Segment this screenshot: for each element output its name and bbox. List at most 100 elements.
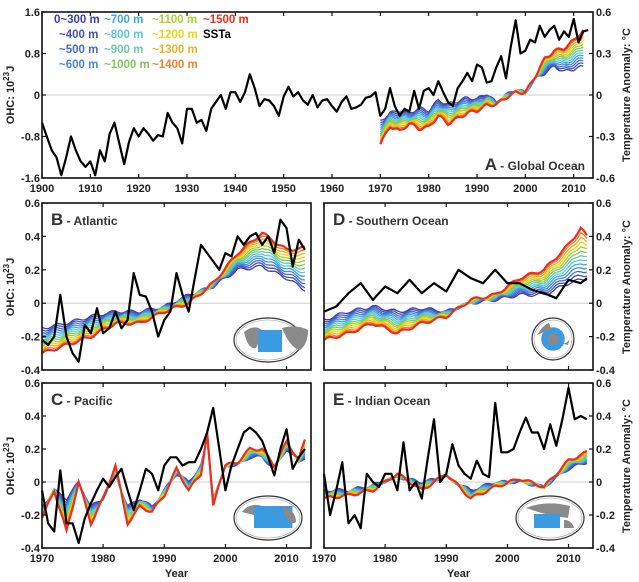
map-land-americas-C — [282, 506, 296, 524]
panel-D: -0.4 -0.2 0 0.2 0.4 0.6 D - Southern Ocean — [323, 198, 616, 377]
map-ocean-highlight-C — [254, 506, 293, 528]
x-tick-label-E: 2010 — [556, 553, 580, 565]
legend-item-1500m: ~1500 m — [203, 14, 249, 26]
ohc-label-unit: J — [5, 258, 17, 264]
ohc-series-400m-A — [380, 62, 584, 124]
ssta-series-C — [40, 406, 306, 545]
ohc-series-1500m-D — [323, 225, 588, 341]
legend-item-900m: ~900 m — [104, 44, 143, 56]
panel-name: - Atlantic — [63, 214, 118, 228]
x-tick-label-C: 2000 — [213, 553, 237, 565]
x-tick-label-E: 1990 — [434, 553, 458, 565]
plot-frame-D — [323, 202, 594, 371]
y2-tick-label-E: 0.6 — [596, 378, 611, 390]
ssta-series-E — [322, 386, 588, 530]
x-tick-label-C: 2010 — [274, 553, 298, 565]
y-tick-label-B: 0.6 — [25, 198, 40, 210]
panel-name: - Indian Ocean — [344, 394, 430, 408]
panel-A: 1900 1910 1920 1930 1940 1950 1960 1970 1980 1990… — [21, 7, 615, 195]
legend-item-1400m: ~1400 m — [152, 59, 198, 71]
ohc-series-1500m-C — [40, 432, 306, 535]
map-ocean-highlight-E — [534, 514, 560, 528]
legend-item-800m: ~800 m — [104, 29, 143, 41]
y2-tick-label-A: -0.3 — [596, 132, 615, 144]
x-tick-label-C: 1990 — [152, 553, 176, 565]
panel-name: - Global Ocean — [497, 159, 585, 173]
legend-item-600m: ~600 m — [59, 59, 98, 71]
y-tick-label-B: 0 — [34, 298, 40, 310]
panel-title-B: B - Atlantic — [51, 210, 118, 229]
y-tick-label-A: 0.8 — [25, 49, 40, 61]
panel-letter: E — [333, 390, 344, 409]
map-land2-D — [560, 337, 570, 345]
y2-tick-label-D: -0.2 — [596, 332, 615, 344]
panel-title-E: E - Indian Ocean — [333, 390, 430, 409]
panel-letter: C — [51, 390, 63, 409]
ohc-label-unit: J — [5, 437, 17, 443]
ohc-series-1400m-A — [379, 32, 584, 144]
x-tick-label-A: 1980 — [416, 183, 440, 195]
y-tick-label-A: 0 — [34, 90, 40, 102]
legend-item-700m: ~700 m — [104, 14, 143, 26]
y-tick-label-B: -0.4 — [21, 365, 41, 377]
ohc-axis-label-A: OHC: 1023J — [2, 66, 17, 124]
y-tick-label-B: 0.4 — [25, 231, 41, 243]
legend-item-1100m: ~1100 m — [152, 14, 197, 26]
panel-E: 1970 1980 1990 2000 2010 -0.4 -0.2 0 0.2 0.4 0.6 E … — [312, 378, 616, 580]
y-tick-label-A: 1.6 — [25, 7, 40, 19]
map-inset-D — [531, 317, 575, 361]
x-tick-label-A: 1920 — [126, 183, 150, 195]
legend-item-1200m: ~1200 m — [152, 29, 198, 41]
temp-axis-label-D: Temperature Anomaly: °C — [621, 220, 633, 354]
legend-item-500m: ~500 m — [59, 44, 98, 56]
x-tick-label-A: 1990 — [465, 183, 489, 195]
ohc-series-0300m-B — [41, 264, 306, 330]
ohc-label-unit: J — [5, 66, 17, 72]
x-tick-label-A: 1970 — [368, 183, 392, 195]
plot-frame-E — [323, 382, 594, 549]
panel-letter: A — [485, 155, 497, 174]
ohc-series-0300m-E — [323, 463, 588, 493]
x-tick-label-E: 2000 — [495, 553, 519, 565]
x-tick-label-A: 1950 — [271, 183, 295, 195]
ohc-series-0300m-A — [380, 64, 584, 121]
x-tick-label-E: 1970 — [312, 553, 336, 565]
x-tick-label-A: 1960 — [320, 183, 344, 195]
legend-item-0300m: 0~300 m — [54, 14, 100, 26]
y-tick-label-A: -1.6 — [21, 173, 40, 185]
map-inset-E — [515, 495, 585, 541]
ohc-series-1500m-B — [41, 231, 305, 355]
y2-tick-label-D: -0.4 — [596, 365, 616, 377]
x-tick-label-A: 1940 — [223, 183, 247, 195]
ohc-label-base: OHC: 10 — [5, 273, 17, 316]
y-tick-label-C: 0.2 — [25, 444, 40, 456]
temp-axis-label-A: Temperature Anomaly: °C — [621, 28, 633, 162]
legend-item-1000m: ~1000 m — [104, 59, 150, 71]
y-tick-label-B: -0.2 — [21, 332, 40, 344]
plot-frame-B — [41, 202, 312, 371]
y-tick-label-C: 0.4 — [25, 411, 41, 423]
ohc-series-800m-A — [379, 52, 584, 133]
map-land-americas-B — [244, 327, 262, 349]
y2-tick-label-A: 0.3 — [596, 49, 611, 61]
y-tick-label-B: 0.2 — [25, 265, 40, 277]
ohc-series-700m-A — [379, 54, 584, 131]
legend-item-1300m: ~1300 m — [152, 44, 198, 56]
y2-tick-label-E: -0.2 — [596, 510, 615, 522]
panel-B: -0.4 -0.2 0 0.2 0.4 0.6 B - Atlantic — [21, 198, 312, 377]
y2-tick-label-D: 0.6 — [596, 198, 611, 210]
y-tick-label-C: -0.2 — [21, 510, 40, 522]
x-tick-label-E: 1980 — [373, 553, 397, 565]
y2-tick-label-A: 0.6 — [596, 7, 611, 19]
x-tick-label-A: 2010 — [561, 183, 585, 195]
map-land-australia-E — [564, 520, 574, 528]
ohc-axis-label-C: OHC: 1023J — [2, 437, 17, 495]
legend: 0~300 m ~400 m ~500 m ~600 m ~700 m ~800 m ~90… — [54, 14, 249, 71]
map-ocean-highlight-B — [258, 330, 282, 352]
map-inset-C — [233, 495, 303, 541]
x-axis-label-C: Year — [165, 568, 189, 580]
y2-tick-label-E: 0.2 — [596, 444, 611, 456]
panel-title-D: D - Southern Ocean — [333, 210, 449, 229]
panel-title-A: A - Global Ocean — [485, 155, 585, 174]
